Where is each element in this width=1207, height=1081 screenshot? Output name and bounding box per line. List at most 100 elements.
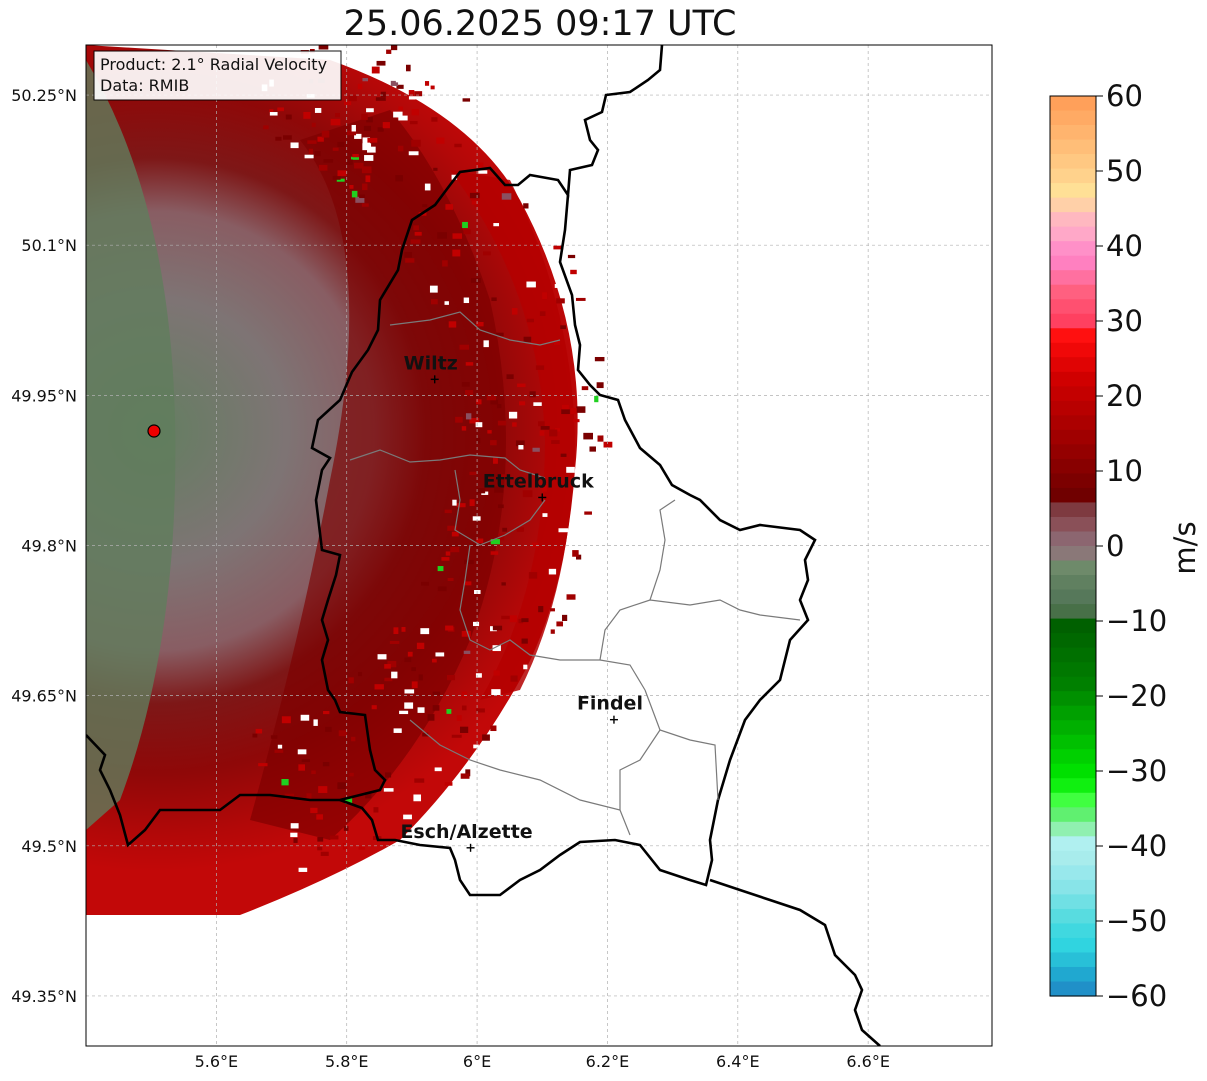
radar-speckle — [290, 21, 296, 28]
radar-speckle — [433, 167, 438, 171]
radar-speckle — [344, 101, 352, 106]
radar-speckle — [404, 251, 413, 258]
radar-speckle — [493, 457, 498, 464]
radar-speckle — [277, 744, 283, 749]
radar-speckle — [427, 714, 435, 721]
radar-speckle — [314, 151, 321, 157]
radar-speckle — [528, 572, 538, 579]
radar-speckle — [322, 762, 330, 767]
radar-speckle — [554, 428, 561, 432]
radar-speckle — [338, 730, 347, 737]
colorbar-segment — [1050, 763, 1096, 779]
radar-speckle — [362, 137, 371, 144]
radar-speckle — [594, 395, 599, 403]
lon-tick-label: 5.6°E — [195, 1052, 239, 1071]
radar-speckle — [582, 381, 587, 388]
colorbar-segment — [1050, 778, 1096, 794]
radar-speckle — [519, 401, 526, 406]
radar-speckle — [313, 719, 318, 726]
colorbar-segment — [1050, 183, 1096, 199]
radar-speckle — [396, 84, 404, 89]
radar-speckle — [501, 474, 508, 479]
colorbar-segment — [1050, 546, 1096, 562]
radar-speckle — [437, 566, 444, 572]
radar-speckle — [332, 175, 341, 180]
colorbar-segment — [1050, 691, 1096, 707]
info-product: Product: 2.1° Radial Velocity — [100, 55, 327, 74]
radar-speckle — [390, 80, 399, 86]
radar-speckle — [332, 147, 339, 151]
radar-speckle — [469, 499, 475, 507]
colorbar-segment — [1050, 429, 1096, 445]
luxembourg-border — [339, 194, 817, 897]
radar-speckle — [451, 174, 458, 180]
colorbar-segment — [1050, 952, 1096, 968]
radar-speckle — [269, 109, 274, 113]
radar-speckle — [476, 322, 484, 327]
colorbar-segment — [1050, 865, 1096, 881]
radar-speckle — [387, 661, 397, 668]
lat-tick-label: 49.95°N — [11, 386, 77, 405]
radar-speckle — [470, 278, 481, 283]
colorbar-segment — [1050, 633, 1096, 649]
radar-speckle — [589, 446, 596, 452]
radar-speckle — [506, 705, 514, 709]
radar-speckle — [445, 625, 454, 631]
radar-speckle — [450, 546, 460, 553]
radar-speckle — [393, 627, 399, 635]
radar-speckle — [459, 726, 469, 733]
radar-speckle — [399, 710, 409, 715]
radar-site-marker — [147, 424, 161, 438]
radar-speckle — [364, 155, 374, 161]
radar-speckle — [560, 325, 566, 330]
radar-speckle — [429, 285, 438, 293]
colorbar-segment — [1050, 371, 1096, 387]
radar-speckle — [476, 708, 485, 713]
radar-speckle — [363, 125, 372, 131]
radar-speckle — [371, 66, 380, 74]
lat-tick-label: 49.35°N — [11, 987, 77, 1006]
radar-outer-ring — [450, 170, 575, 700]
radar-speckle — [321, 130, 330, 138]
radar-speckle — [391, 671, 398, 679]
radar-speckle — [509, 615, 517, 623]
radar-speckle — [424, 81, 430, 86]
radar-speckle — [395, 175, 403, 182]
radar-speckle — [362, 78, 369, 82]
radar-speckle — [461, 705, 467, 711]
radar-speckle — [603, 441, 613, 448]
radar-speckle — [252, 733, 258, 738]
radar-speckle — [496, 403, 502, 409]
radar-speckle — [473, 621, 480, 627]
radar-speckle — [351, 736, 356, 742]
radar-speckle — [393, 728, 402, 733]
colorbar-segment — [1050, 212, 1096, 228]
colorbar-segment — [1050, 575, 1096, 591]
radar-speckle — [521, 638, 528, 644]
radar-speckle — [310, 807, 318, 814]
radar-speckle — [510, 675, 518, 682]
radar-speckle — [521, 194, 532, 202]
radar-speckle — [337, 782, 346, 790]
radar-speckle — [258, 763, 268, 767]
radar-speckle — [518, 445, 524, 450]
radar-speckle — [561, 409, 570, 415]
radar-speckle — [445, 551, 451, 556]
radar-speckle — [304, 154, 314, 159]
colorbar-segment — [1050, 415, 1096, 431]
radar-speckle — [293, 837, 298, 843]
radar-speckle — [316, 814, 323, 820]
radar-speckle — [456, 112, 462, 119]
radar-speckle — [581, 386, 589, 391]
radar-speckle — [478, 170, 488, 174]
radar-speckle — [567, 254, 576, 259]
radar-speckle — [447, 525, 458, 531]
colorbar-segment — [1050, 981, 1096, 997]
radar-speckle — [452, 249, 461, 257]
radar-speckle — [473, 744, 479, 749]
radar-speckle — [523, 336, 532, 343]
radar-speckle — [365, 36, 371, 42]
colorbar-segment — [1050, 879, 1096, 895]
radar-speckle — [475, 673, 482, 678]
radar-speckle — [366, 117, 373, 123]
